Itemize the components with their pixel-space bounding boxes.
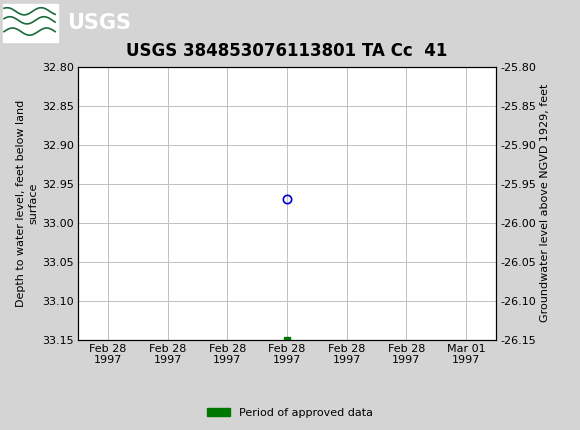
Y-axis label: Groundwater level above NGVD 1929, feet: Groundwater level above NGVD 1929, feet: [540, 84, 550, 322]
Legend: Period of approved data: Period of approved data: [203, 403, 377, 422]
Bar: [3, 3, 58, 42]
Y-axis label: Depth to water level, feet below land
surface: Depth to water level, feet below land su…: [16, 100, 38, 307]
Title: USGS 384853076113801 TA Cc  41: USGS 384853076113801 TA Cc 41: [126, 42, 448, 59]
Text: USGS: USGS: [67, 12, 130, 33]
